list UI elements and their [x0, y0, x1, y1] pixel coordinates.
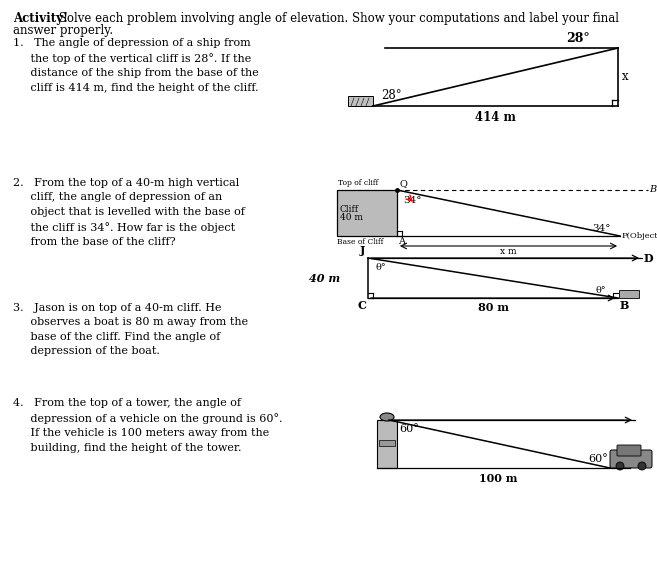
Text: 40 m: 40 m — [309, 273, 340, 283]
Text: 28°: 28° — [381, 89, 401, 102]
Text: A: A — [398, 237, 405, 246]
Text: 4.   From the top of a tower, the angle of
     depression of a vehicle on the g: 4. From the top of a tower, the angle of… — [13, 398, 283, 453]
Text: 2.   From the top of a 40-m high vertical
     cliff, the angle of depression of: 2. From the top of a 40-m high vertical … — [13, 178, 245, 247]
FancyBboxPatch shape — [617, 445, 641, 456]
Circle shape — [638, 462, 646, 470]
Ellipse shape — [380, 413, 394, 421]
Text: 28°: 28° — [566, 32, 590, 45]
Text: Solve each problem involving angle of elevation. Show your computations and labe: Solve each problem involving angle of el… — [55, 12, 619, 25]
Text: 60°: 60° — [399, 424, 419, 434]
Text: Top of cliff: Top of cliff — [338, 179, 378, 187]
Text: Base of Cliff: Base of Cliff — [337, 238, 384, 246]
Bar — [337, 190, 397, 236]
Text: 60°: 60° — [588, 454, 608, 464]
Text: 80 m: 80 m — [478, 302, 509, 313]
Text: D: D — [644, 253, 654, 264]
Text: 414 m: 414 m — [475, 111, 516, 124]
Text: 1.   The angle of depression of a ship from
     the top of the vertical cliff i: 1. The angle of depression of a ship fro… — [13, 38, 259, 93]
Text: 34°: 34° — [403, 196, 422, 205]
Bar — [348, 96, 373, 106]
Text: Activity!: Activity! — [13, 12, 68, 25]
Bar — [619, 290, 639, 298]
Text: 34°: 34° — [592, 224, 610, 233]
Text: C: C — [357, 300, 366, 311]
Bar — [377, 420, 397, 468]
Text: Q: Q — [399, 179, 407, 188]
Text: P(Object): P(Object) — [622, 232, 657, 240]
Text: 3.   Jason is on top of a 40-m cliff. He
     observes a boat is 80 m away from : 3. Jason is on top of a 40-m cliff. He o… — [13, 303, 248, 356]
Text: 40 m: 40 m — [340, 212, 363, 222]
Circle shape — [616, 462, 624, 470]
Text: J: J — [359, 245, 365, 256]
Text: B: B — [649, 186, 656, 194]
Text: 100 m: 100 m — [479, 473, 518, 484]
Text: θ°: θ° — [376, 263, 386, 272]
Text: answer properly.: answer properly. — [13, 24, 113, 37]
Text: x m: x m — [500, 247, 517, 256]
Text: B: B — [620, 300, 629, 311]
Bar — [379, 440, 395, 446]
Text: x: x — [622, 70, 629, 83]
Text: θ°: θ° — [596, 286, 606, 295]
FancyBboxPatch shape — [610, 450, 652, 468]
Text: Cliff: Cliff — [340, 204, 359, 214]
